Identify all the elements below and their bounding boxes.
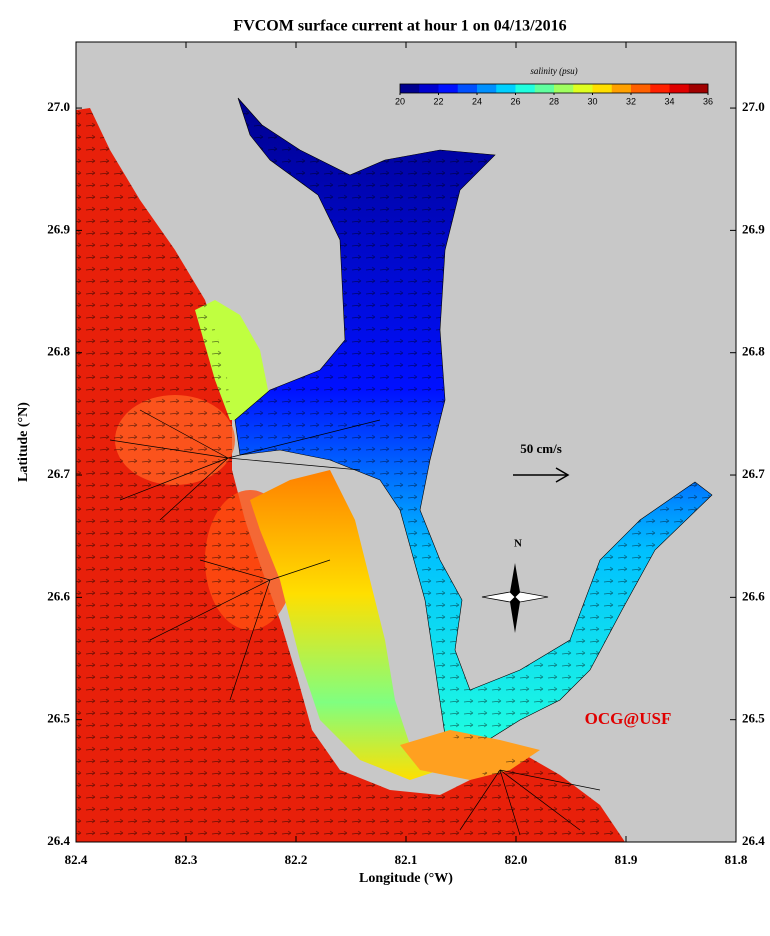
- colorbar-swatch: [496, 84, 516, 93]
- compass-ns: [510, 563, 520, 633]
- y-tick-label: 26.9: [47, 221, 70, 236]
- y-tick-label: 26.5: [47, 711, 70, 726]
- compass: N: [481, 538, 549, 633]
- map-area: [75, 41, 737, 843]
- x-tick-label: 82.2: [285, 852, 308, 867]
- y-tick-label: 26.8: [47, 344, 70, 359]
- colorbar: 20 22 24 26 28 30 32 34 36 salinity (psu): [395, 66, 713, 106]
- y-tick-label: 26.8: [742, 344, 765, 359]
- colorbar-tick-label: 36: [703, 96, 713, 106]
- colorbar-swatch: [554, 84, 574, 93]
- y-tick-label: 26.6: [742, 588, 765, 603]
- colorbar-swatch: [438, 84, 459, 93]
- colorbar-swatch: [419, 84, 439, 93]
- colorbar-tick-label: 20: [395, 96, 405, 106]
- y-tick-label: 26.7: [742, 466, 765, 481]
- x-tick-label: 81.8: [725, 852, 748, 867]
- scale-arrow-head: [555, 467, 570, 483]
- y-tick-label: 26.5: [742, 711, 765, 726]
- colorbar-swatch: [611, 84, 632, 93]
- colorbar-swatch: [650, 84, 670, 93]
- colorbar-label: salinity (psu): [530, 66, 577, 76]
- y-axis-label: Latitude (°N): [16, 402, 31, 482]
- current-vectors: [76, 108, 625, 842]
- colorbar-tick-label: 26: [510, 96, 520, 106]
- y-tick-label: 26.4: [742, 833, 765, 848]
- x-tick-label: 82.3: [175, 852, 198, 867]
- x-tick-label: 81.9: [615, 852, 638, 867]
- y-tick-label: 26.9: [742, 221, 765, 236]
- scale-arrow: 50 cm/s: [513, 441, 570, 483]
- colorbar-swatch: [534, 84, 555, 93]
- colorbar-tick-label: 30: [587, 96, 597, 106]
- vector-fans: [109, 409, 601, 836]
- colorbar-swatch: [573, 84, 593, 93]
- colorbar-tick-label: 28: [549, 96, 559, 106]
- colorbar-tick-label: 22: [433, 96, 443, 106]
- colorbar-tick-label: 34: [664, 96, 674, 106]
- y-tick-label: 26.4: [47, 833, 70, 848]
- colorbar-tick-label: 24: [472, 96, 482, 106]
- colorbar-swatch: [592, 84, 613, 93]
- colorbar-tick-label: 32: [626, 96, 636, 106]
- x-tick-label: 82.4: [65, 852, 88, 867]
- colorbar-swatch: [669, 84, 690, 93]
- y-tick-label: 26.6: [47, 588, 70, 603]
- pine-island-sound: [250, 470, 440, 780]
- colorbar-swatch: [515, 84, 536, 93]
- x-tick-label: 82.0: [505, 852, 528, 867]
- colorbar-swatch: [688, 84, 709, 93]
- compass-ew: [481, 591, 549, 603]
- x-axis-label: Longitude (°W): [359, 871, 453, 886]
- colorbar-swatch: [631, 84, 651, 93]
- compass-label: N: [514, 538, 522, 550]
- y-tick-label: 27.0: [47, 99, 70, 114]
- colorbar-swatch: [477, 84, 497, 93]
- title: FVCOM surface current at hour 1 on 04/13…: [233, 18, 566, 35]
- scale-label: 50 cm/s: [520, 441, 562, 456]
- colorbar-swatch: [400, 84, 420, 93]
- y-tick-label: 26.7: [47, 466, 70, 481]
- colorbar-swatch: [457, 84, 478, 93]
- x-tick-label: 82.1: [395, 852, 418, 867]
- current-vectors: [235, 98, 712, 745]
- credit: OCG@USF: [585, 709, 672, 728]
- y-tick-label: 27.0: [742, 99, 765, 114]
